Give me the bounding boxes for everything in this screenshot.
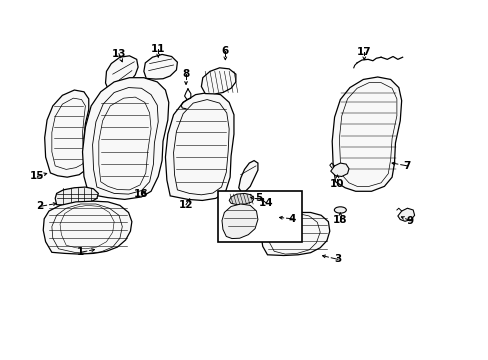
- Text: 6: 6: [221, 46, 228, 56]
- Polygon shape: [82, 78, 168, 199]
- Text: 11: 11: [151, 45, 165, 54]
- Polygon shape: [105, 56, 138, 92]
- Polygon shape: [261, 212, 329, 256]
- Polygon shape: [44, 90, 89, 177]
- Polygon shape: [165, 93, 233, 201]
- Polygon shape: [238, 161, 257, 192]
- Text: 12: 12: [179, 200, 193, 210]
- Polygon shape: [229, 193, 254, 205]
- Text: 1: 1: [77, 247, 84, 257]
- Text: 4: 4: [288, 214, 296, 224]
- Text: 5: 5: [255, 193, 262, 203]
- Text: 8: 8: [182, 69, 189, 79]
- Polygon shape: [43, 201, 132, 254]
- Text: 15: 15: [30, 171, 44, 181]
- Polygon shape: [222, 204, 257, 239]
- Text: 14: 14: [258, 198, 273, 208]
- Ellipse shape: [334, 207, 346, 213]
- Text: 7: 7: [403, 161, 410, 171]
- Polygon shape: [201, 68, 235, 94]
- Polygon shape: [55, 187, 98, 206]
- Polygon shape: [397, 208, 414, 221]
- Bar: [218, 190, 302, 242]
- Polygon shape: [331, 77, 401, 191]
- Text: 18: 18: [332, 215, 347, 225]
- Polygon shape: [143, 54, 177, 79]
- Text: 16: 16: [134, 189, 148, 199]
- Text: 13: 13: [111, 49, 126, 59]
- Text: 3: 3: [334, 255, 341, 264]
- Text: 9: 9: [406, 216, 412, 226]
- Polygon shape: [330, 163, 348, 176]
- Text: 2: 2: [36, 202, 43, 211]
- Text: 10: 10: [329, 179, 344, 189]
- Text: 17: 17: [356, 47, 371, 57]
